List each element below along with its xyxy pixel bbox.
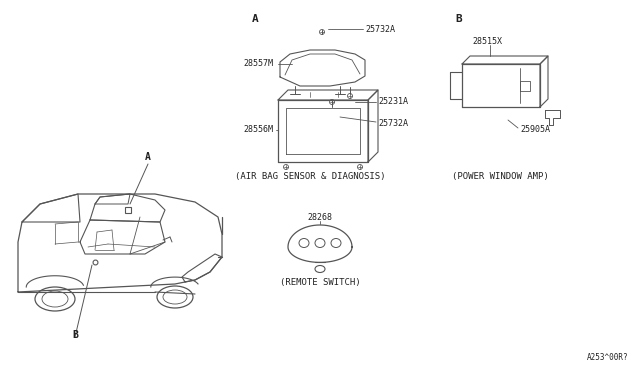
Text: 28515X: 28515X xyxy=(472,38,502,46)
Text: (REMOTE SWITCH): (REMOTE SWITCH) xyxy=(280,278,360,286)
Text: (AIR BAG SENSOR & DIAGNOSIS): (AIR BAG SENSOR & DIAGNOSIS) xyxy=(235,173,385,182)
Text: 28268: 28268 xyxy=(307,212,333,221)
Text: (POWER WINDOW AMP): (POWER WINDOW AMP) xyxy=(452,173,548,182)
Text: 25732A: 25732A xyxy=(378,119,408,128)
Text: A253^00R?: A253^00R? xyxy=(586,353,628,362)
Text: B: B xyxy=(455,14,461,24)
Text: A: A xyxy=(252,14,259,24)
Text: 28556M: 28556M xyxy=(243,125,273,135)
Text: A: A xyxy=(145,152,151,162)
Text: B: B xyxy=(72,330,78,340)
Text: 28557M: 28557M xyxy=(243,60,273,68)
Text: 25231A: 25231A xyxy=(378,97,408,106)
Text: 25732A: 25732A xyxy=(365,25,395,33)
Text: 25905A: 25905A xyxy=(520,125,550,135)
